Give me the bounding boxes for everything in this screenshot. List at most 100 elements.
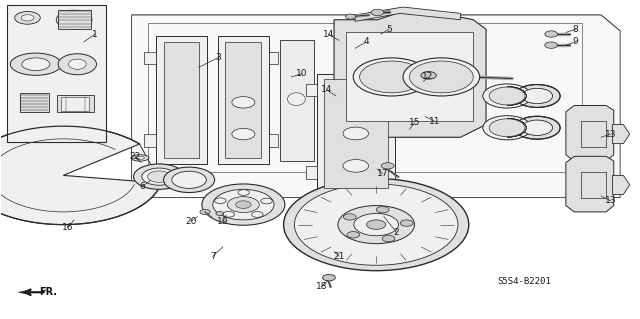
Polygon shape	[280, 41, 314, 161]
Text: 13: 13	[605, 130, 616, 138]
Ellipse shape	[142, 168, 176, 185]
Ellipse shape	[68, 59, 86, 69]
Polygon shape	[269, 51, 278, 64]
Polygon shape	[306, 167, 317, 179]
Polygon shape	[566, 156, 614, 212]
Ellipse shape	[522, 88, 552, 104]
Polygon shape	[355, 7, 461, 21]
Ellipse shape	[202, 184, 285, 225]
Text: 21: 21	[333, 252, 345, 261]
Ellipse shape	[136, 156, 145, 160]
Bar	[57, 95, 94, 113]
Ellipse shape	[216, 211, 223, 215]
Text: 5: 5	[386, 25, 392, 34]
Ellipse shape	[21, 15, 34, 21]
Ellipse shape	[212, 189, 274, 220]
Ellipse shape	[227, 197, 259, 212]
Text: 10: 10	[296, 69, 308, 78]
Text: S5S4-B2201: S5S4-B2201	[497, 277, 551, 286]
Ellipse shape	[343, 214, 356, 220]
Ellipse shape	[522, 120, 552, 135]
Ellipse shape	[232, 97, 255, 108]
Ellipse shape	[148, 171, 171, 182]
Text: 6: 6	[140, 182, 145, 191]
Text: 14: 14	[323, 30, 334, 39]
Text: 16: 16	[62, 223, 74, 232]
Ellipse shape	[367, 220, 386, 229]
Ellipse shape	[346, 14, 356, 19]
Bar	[61, 97, 90, 111]
Ellipse shape	[134, 164, 184, 189]
Ellipse shape	[343, 160, 369, 172]
Ellipse shape	[343, 127, 369, 140]
Ellipse shape	[514, 116, 560, 139]
Ellipse shape	[489, 119, 525, 137]
Polygon shape	[0, 126, 161, 225]
Text: 19: 19	[217, 217, 228, 226]
Text: 12: 12	[422, 72, 433, 81]
Polygon shape	[346, 33, 473, 122]
Text: 13: 13	[605, 196, 616, 205]
Text: 8: 8	[573, 25, 579, 34]
Ellipse shape	[514, 85, 560, 108]
Polygon shape	[306, 84, 317, 96]
Bar	[20, 93, 49, 112]
Text: 9: 9	[573, 38, 579, 47]
Polygon shape	[334, 13, 486, 137]
Ellipse shape	[382, 235, 395, 242]
Ellipse shape	[56, 10, 92, 29]
Text: FR.: FR.	[39, 287, 57, 297]
Polygon shape	[218, 36, 269, 164]
Ellipse shape	[284, 179, 468, 271]
Ellipse shape	[10, 53, 61, 75]
Ellipse shape	[236, 201, 251, 208]
Polygon shape	[269, 134, 278, 147]
Ellipse shape	[400, 220, 413, 226]
Text: 22: 22	[129, 152, 140, 161]
Ellipse shape	[294, 184, 458, 265]
Ellipse shape	[223, 211, 235, 217]
Text: 4: 4	[363, 38, 369, 47]
Polygon shape	[317, 74, 396, 193]
Text: 17: 17	[377, 169, 388, 178]
Ellipse shape	[323, 274, 335, 281]
Polygon shape	[612, 124, 630, 144]
Polygon shape	[566, 106, 614, 161]
Polygon shape	[19, 290, 31, 295]
Polygon shape	[145, 51, 156, 64]
Ellipse shape	[214, 198, 226, 204]
Bar	[7, 5, 106, 142]
Polygon shape	[612, 175, 630, 195]
Ellipse shape	[376, 206, 389, 213]
Ellipse shape	[347, 232, 360, 238]
Ellipse shape	[15, 11, 40, 24]
Text: 14: 14	[321, 85, 332, 94]
Ellipse shape	[545, 42, 557, 48]
Polygon shape	[156, 36, 207, 164]
Ellipse shape	[164, 167, 214, 193]
Polygon shape	[145, 134, 156, 147]
Ellipse shape	[360, 61, 424, 93]
Ellipse shape	[232, 128, 255, 140]
Polygon shape	[225, 42, 261, 158]
Bar	[58, 10, 92, 29]
Ellipse shape	[338, 205, 415, 244]
Text: 2: 2	[394, 228, 399, 237]
Ellipse shape	[238, 190, 250, 196]
Text: 15: 15	[409, 118, 420, 128]
Ellipse shape	[131, 155, 149, 161]
Ellipse shape	[22, 58, 50, 70]
Ellipse shape	[287, 93, 305, 106]
Text: 3: 3	[215, 53, 221, 62]
Text: 20: 20	[186, 217, 196, 226]
Polygon shape	[164, 42, 199, 158]
Text: 18: 18	[316, 282, 327, 291]
Text: 11: 11	[429, 117, 441, 126]
Ellipse shape	[252, 211, 263, 217]
Ellipse shape	[353, 58, 430, 96]
Ellipse shape	[58, 54, 97, 75]
Polygon shape	[132, 15, 620, 197]
Ellipse shape	[410, 61, 473, 93]
Ellipse shape	[354, 213, 399, 236]
Ellipse shape	[371, 9, 384, 16]
